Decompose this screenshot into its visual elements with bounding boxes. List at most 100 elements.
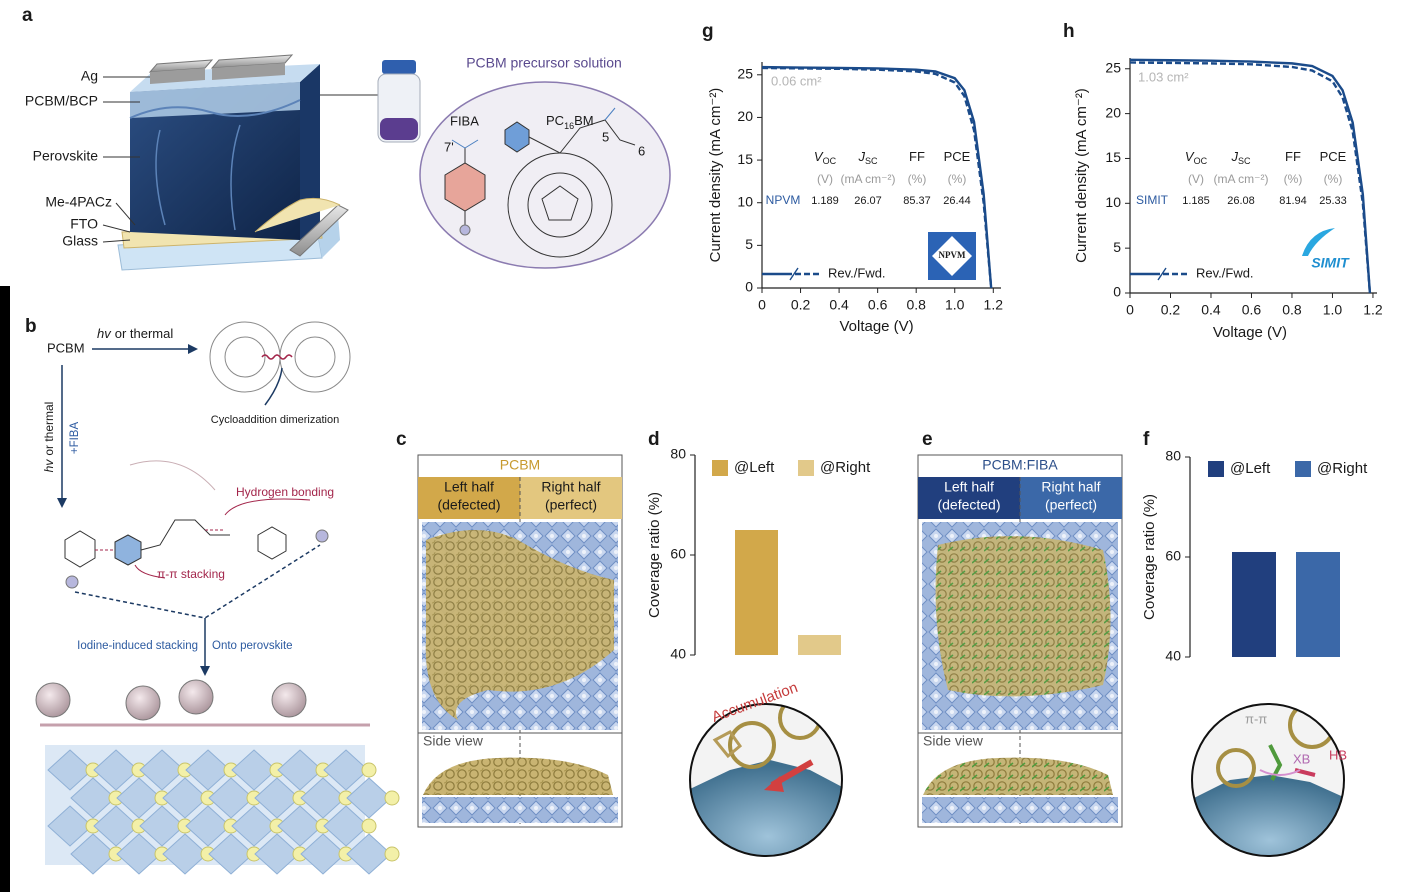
arrow-head xyxy=(57,498,67,508)
octahedron xyxy=(162,833,208,875)
edge-strip xyxy=(0,286,10,892)
octahedron xyxy=(231,805,277,847)
x-tick-label: 0.4 xyxy=(829,297,849,313)
octahedron xyxy=(254,777,300,819)
layer-label: PCBM/BCP xyxy=(25,93,98,109)
octahedron xyxy=(208,777,254,819)
legend-swatch xyxy=(798,460,814,476)
inset-d xyxy=(689,703,843,857)
octahedron xyxy=(47,805,93,847)
table-unit: (%) xyxy=(948,172,967,186)
text-part: FF xyxy=(909,149,925,164)
text-part: BM xyxy=(574,113,594,128)
table-unit: (%) xyxy=(1324,172,1343,186)
table-header: PCE xyxy=(944,149,971,164)
solution-title: PCBM precursor solution xyxy=(466,55,622,71)
perovskite-lattice xyxy=(35,679,400,875)
text-part: J xyxy=(857,149,865,164)
table-value: 26.08 xyxy=(1227,195,1255,207)
table-value: 1.189 xyxy=(811,195,839,207)
layer-label: Glass xyxy=(62,233,98,249)
arrow-head xyxy=(200,666,210,676)
table-unit: (V) xyxy=(817,172,833,186)
arrow-label: +FIBA xyxy=(69,422,81,455)
x-axis-label: Voltage (V) xyxy=(839,318,913,335)
legend-swatch xyxy=(1208,461,1224,477)
table-value: 81.94 xyxy=(1279,195,1307,207)
text-part: V xyxy=(814,149,824,164)
y-tick-label: 10 xyxy=(737,193,753,209)
legend-swatch xyxy=(1295,461,1311,477)
x-tick-label: 0.6 xyxy=(1242,302,1262,318)
panel-title: PCBM:FIBA xyxy=(982,457,1058,473)
table-value: 26.07 xyxy=(854,195,882,207)
text-part: or thermal xyxy=(42,402,56,456)
x-tick-label: 0.8 xyxy=(1282,302,1302,318)
table-unit: (%) xyxy=(1284,172,1303,186)
jv-curve xyxy=(761,66,993,289)
side-cover xyxy=(423,757,613,795)
octahedron xyxy=(323,805,369,847)
subscript: OC xyxy=(1194,156,1208,166)
layer-labels: Ag PCBM/BCP Perovskite Me-4PACz FTO Glas… xyxy=(25,68,112,249)
octahedron xyxy=(116,833,162,875)
octahedron xyxy=(300,777,346,819)
a-site xyxy=(384,790,400,806)
octahedron xyxy=(346,833,392,875)
half-label: Left half xyxy=(944,479,994,495)
octahedron xyxy=(116,777,162,819)
y-tick-label: 80 xyxy=(1165,448,1181,464)
annotation: π-π xyxy=(1245,711,1267,726)
area-label: 0.06 cm² xyxy=(771,73,822,88)
a-site xyxy=(361,818,377,834)
annotation: π-π stacking xyxy=(157,567,225,581)
octahedron xyxy=(70,833,116,875)
half-header xyxy=(520,477,622,519)
table-unit: (mA cm⁻²) xyxy=(841,172,896,186)
y-axis-label: Coverage ratio (%) xyxy=(1141,494,1158,620)
y-axis-label: Coverage ratio (%) xyxy=(646,492,663,618)
solution-bubble xyxy=(419,81,671,269)
panel-label: a xyxy=(22,5,33,26)
layer-label: Me-4PACz xyxy=(45,194,112,210)
x-tick-label: 0.6 xyxy=(868,297,888,313)
x-tick-label: 0.2 xyxy=(791,297,811,313)
table-header: FF xyxy=(909,149,925,164)
half-label: Left half xyxy=(444,479,494,495)
logo-text: SIMIT xyxy=(1311,255,1350,271)
molecule-cover xyxy=(935,536,1111,697)
annotation: Onto perovskite xyxy=(212,640,293,652)
jv-curve xyxy=(1129,61,1372,294)
octahedron xyxy=(277,805,323,847)
side-substrate xyxy=(922,797,1118,823)
annotation: Cycloaddition dimerization xyxy=(211,414,339,426)
octahedron xyxy=(300,833,346,875)
y-axis-label: Current density (mA cm⁻²) xyxy=(1073,88,1090,263)
table-header: PCE xyxy=(1320,149,1347,164)
text-part: or thermal xyxy=(115,326,174,341)
device-stack xyxy=(102,54,378,271)
table-row-label: SIMIT xyxy=(1136,193,1169,207)
table-header: VOC xyxy=(1185,149,1208,166)
arrow-head xyxy=(188,344,198,354)
y-tick-label: 40 xyxy=(1165,648,1181,664)
y-tick-label: 60 xyxy=(1165,548,1181,564)
subscript: 16 xyxy=(564,121,574,131)
layer-label: Ag xyxy=(81,68,98,84)
x-tick-label: 0 xyxy=(758,297,766,313)
x-tick-label: 1.0 xyxy=(1323,302,1343,318)
octahedron xyxy=(93,749,139,791)
y-tick-label: 5 xyxy=(745,236,753,252)
y-tick-label: 40 xyxy=(670,646,686,662)
table-value: 1.185 xyxy=(1182,195,1210,207)
layer-label: FTO xyxy=(70,216,98,232)
legend-label: Rev./Fwd. xyxy=(828,265,886,280)
octahedron xyxy=(162,777,208,819)
subscript: OC xyxy=(823,156,837,166)
half-header xyxy=(918,477,1020,519)
bar xyxy=(735,530,778,655)
jv-curve xyxy=(1129,58,1372,294)
half-label: Right half xyxy=(541,479,600,495)
y-tick-label: 20 xyxy=(1105,104,1121,120)
atom-label: 6 xyxy=(638,143,645,158)
